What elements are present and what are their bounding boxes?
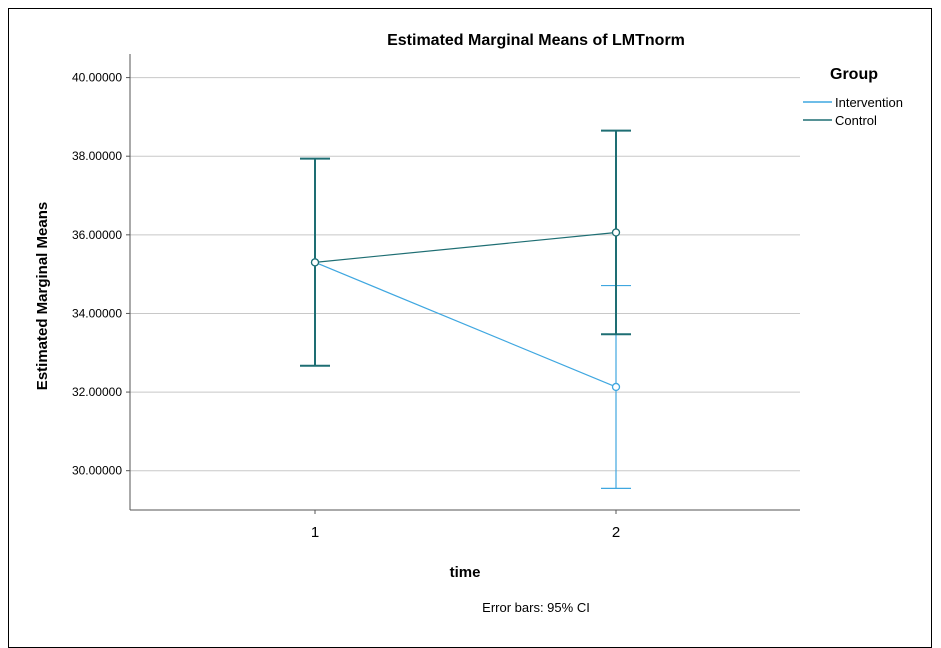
data-point xyxy=(611,228,621,237)
y-tick-labels: 30.00000 32.00000 34.00000 36.00000 38.00000… xyxy=(72,71,122,478)
y-tick-label: 30.00000 xyxy=(72,464,122,478)
chart-frame xyxy=(8,8,932,648)
grid-lines xyxy=(126,77,800,472)
chart-title: Estimated Marginal Means of LMTnorm xyxy=(387,32,685,49)
legend-title: Group xyxy=(830,66,878,83)
x-tick-label: 1 xyxy=(311,524,319,541)
x-tick-label: 2 xyxy=(612,524,620,541)
y-tick-label: 32.00000 xyxy=(72,385,122,399)
legend-label: Control xyxy=(835,113,877,128)
series-line xyxy=(314,231,617,263)
y-tick-label: 38.00000 xyxy=(72,149,122,163)
series-line xyxy=(314,261,617,388)
x-axis-label: time xyxy=(450,564,481,581)
legend-label: Intervention xyxy=(835,95,903,110)
y-tick-label: 40.00000 xyxy=(72,71,122,85)
legend: Intervention Control xyxy=(803,95,903,128)
footnote: Error bars: 95% CI xyxy=(482,600,590,615)
series-group xyxy=(300,129,631,489)
data-point xyxy=(611,382,621,392)
y-tick-label: 34.00000 xyxy=(72,306,122,320)
y-axis-label: Estimated Marginal Means xyxy=(34,202,51,390)
line-chart: Estimated Marginal Means of LMTnorm 30.0… xyxy=(34,32,903,615)
data-point xyxy=(310,258,320,267)
y-tick-label: 36.00000 xyxy=(72,228,122,242)
